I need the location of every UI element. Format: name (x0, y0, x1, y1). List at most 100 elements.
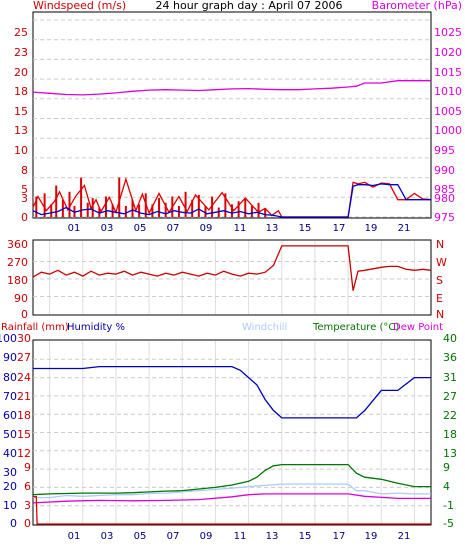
temperature-tick: 13 (443, 447, 457, 460)
rain-tick: 18 (17, 409, 31, 422)
barometer-tick: 995 (434, 144, 455, 157)
direction-compass-tick: E (436, 292, 443, 305)
dewpoint-line (32, 493, 431, 504)
humidity-tick: 20 (3, 480, 17, 493)
humidity-tick: 90 (3, 351, 17, 364)
time-tick: 09 (200, 531, 213, 542)
direction-degree-tick: 90 (14, 292, 28, 305)
humidity-label: Humidity % (67, 322, 125, 333)
temperature-series (32, 365, 431, 525)
humidity-tick: 40 (3, 447, 17, 460)
time-ticks-top: 01 03 05 07 09 11 13 15 17 19 21 (68, 223, 411, 234)
barometer-tick: 1025 (434, 26, 462, 39)
windspeed-tick: 20 (14, 66, 28, 79)
temperature-tick: 40 (443, 332, 457, 345)
barometer-tick: 1015 (434, 66, 462, 79)
barometer-tick: 1005 (434, 105, 462, 118)
direction-compass-tick: N (436, 238, 444, 251)
humidity-tick: 10 (3, 499, 17, 512)
time-tick: 07 (167, 223, 180, 234)
wind-direction-line (32, 245, 432, 291)
rainfall-line (33, 495, 431, 525)
rain-tick: 30 (17, 332, 31, 345)
temperature-tick: 27 (443, 390, 457, 403)
wind-baro-grid (33, 19, 431, 218)
windspeed-tick: 13 (14, 124, 28, 137)
wind-average-line (32, 183, 431, 218)
temperature-tick: 18 (443, 428, 457, 441)
time-tick: 07 (167, 531, 180, 542)
time-tick: 05 (134, 223, 147, 234)
time-tick: 17 (333, 223, 346, 234)
rain-tick: 21 (17, 390, 31, 403)
time-tick: 21 (398, 223, 411, 234)
time-tick: 13 (266, 531, 279, 542)
humidity-tick: 70 (3, 390, 17, 403)
barometer-tick: 980 (434, 192, 455, 205)
temperature-label: Temperature (°C) (312, 322, 399, 333)
humidity-tick: 100 (0, 332, 17, 345)
direction-compass-tick: W (436, 256, 447, 269)
humidity-tick: 0 (10, 517, 17, 530)
direction-degree-tick: 0 (21, 308, 28, 321)
humidity-tick: 60 (3, 409, 17, 422)
temperature-panel: Rainfall (mm) Humidity % Windchill Tempe… (0, 322, 457, 542)
temperature-tick: 31 (443, 371, 457, 384)
wind-direction-grid (33, 241, 431, 314)
temperature-tick: 4 (443, 480, 450, 493)
graph-title: 24 hour graph day : April 07 2006 (156, 0, 343, 12)
rain-tick: 24 (17, 371, 31, 384)
direction-compass-tick: N (436, 308, 444, 321)
direction-degree-tick: 360 (7, 238, 28, 251)
windspeed-tick: 23 (14, 46, 28, 59)
time-tick: 01 (68, 223, 81, 234)
direction-compass-tick: S (436, 274, 443, 287)
humidity-ticks: 100 90 80 70 60 50 40 30 20 10 0 (0, 332, 17, 530)
barometer-tick: 990 (434, 164, 455, 177)
time-tick: 11 (234, 223, 247, 234)
windchill-label: Windchill (242, 322, 287, 333)
time-tick: 03 (101, 531, 114, 542)
wind-baro-series (32, 80, 432, 218)
temperature-ticks: 40 36 31 27 22 18 13 9 4 -1 -5 (443, 332, 457, 530)
rain-tick: 27 (17, 351, 31, 364)
time-tick: 19 (365, 531, 378, 542)
humidity-tick: 30 (3, 466, 17, 479)
windspeed-axis-label: Windspeed (m/s) (33, 0, 126, 12)
time-tick: 01 (68, 531, 81, 542)
temperature-tick: -1 (443, 499, 454, 512)
wind-direction-plot-frame (32, 239, 432, 316)
time-tick: 21 (398, 531, 411, 542)
windchill-line (33, 483, 431, 499)
windspeed-tick: 18 (14, 85, 28, 98)
wind-baro-plot-frame (32, 11, 432, 219)
windspeed-tick: 8 (21, 164, 28, 177)
time-tick: 03 (101, 223, 114, 234)
temperature-tick: -5 (443, 517, 454, 530)
barometer-tick: 985 (434, 183, 455, 196)
direction-degree-tick: 180 (7, 274, 28, 287)
windspeed-tick: 0 (21, 211, 28, 224)
windspeed-tick: 3 (21, 192, 28, 205)
temperature-line (32, 463, 431, 496)
direction-degree-tick: 270 (7, 256, 28, 269)
time-tick: 11 (234, 531, 247, 542)
time-tick: 09 (200, 223, 213, 234)
wind-gust-line (32, 176, 432, 218)
temperature-tick: 36 (443, 351, 457, 364)
rain-ticks: 30 27 24 21 18 15 12 9 6 3 0 (17, 332, 31, 530)
time-tick: 17 (333, 531, 346, 542)
rainfall-label: Rainfall (mm) (1, 322, 69, 333)
direction-degree-ticks: 360 270 180 90 0 (7, 238, 28, 321)
rain-tick: 9 (24, 461, 31, 474)
windspeed-ticks: 25 23 20 18 15 13 10 8 5 3 0 (14, 26, 28, 224)
time-tick: 19 (365, 223, 378, 234)
time-tick: 15 (299, 531, 312, 542)
wind-direction-series (32, 245, 432, 291)
windspeed-tick: 25 (14, 26, 28, 39)
barometer-tick: 1010 (434, 85, 462, 98)
windspeed-tick: 10 (14, 144, 28, 157)
rain-tick: 15 (17, 428, 31, 441)
windspeed-tick: 5 (21, 183, 28, 196)
